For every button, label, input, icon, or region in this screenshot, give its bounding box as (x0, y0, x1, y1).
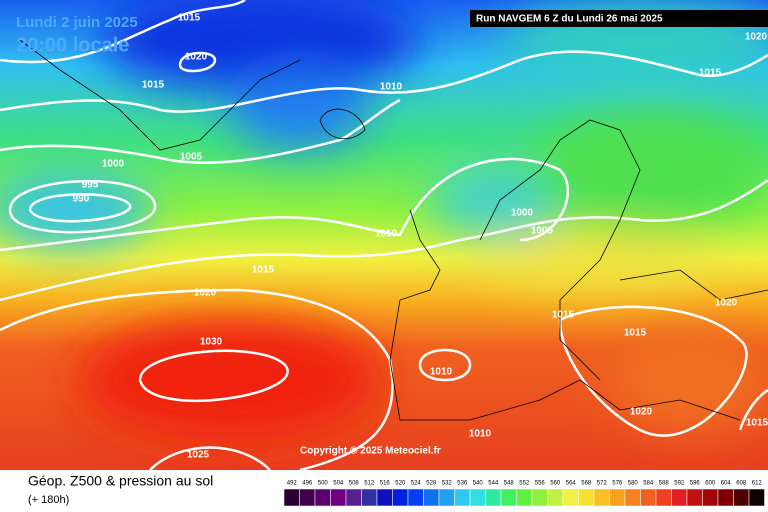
scale-swatch (516, 488, 533, 507)
scale-swatch (345, 488, 362, 507)
isobar-label: 990 (73, 194, 90, 205)
isobar-label: 1015 (252, 265, 275, 276)
scale-swatch (500, 488, 517, 507)
isobar-label: 1010 (380, 82, 403, 93)
scale-swatch (392, 488, 409, 507)
copyright: Copyright © 2025 Meteociel.fr (300, 446, 441, 457)
scale-label: 572 (597, 481, 608, 487)
coastlines (19, 39, 768, 421)
scale-label: 508 (349, 481, 360, 487)
valid-time: 20:00 locale (16, 34, 129, 56)
scale-label: 576 (612, 481, 623, 487)
scale-label: 612 (752, 481, 763, 487)
isobar-label: 1015 (142, 80, 165, 91)
isobar-label: 1020 (194, 288, 217, 299)
scale-swatch (531, 488, 548, 507)
scale-swatch (330, 488, 347, 507)
scale-swatch (299, 488, 316, 507)
isobar-label: 1020 (630, 407, 653, 418)
scale-label: 596 (690, 481, 701, 487)
scale-label: 604 (721, 481, 732, 487)
scale-label: 552 (519, 481, 530, 487)
scale-swatch (376, 488, 393, 507)
isobar-label: 1000 (102, 159, 125, 170)
scale-swatch (578, 488, 595, 507)
scale-swatch (438, 488, 455, 507)
scale-label: 492 (287, 481, 298, 487)
valid-date: Lundi 2 juin 2025 (16, 14, 138, 31)
color-scale: 492 496 500 504 508 512 516 520 524 528 532 536 540 5… (283, 481, 765, 507)
scale-swatch (609, 488, 626, 507)
isobar-label: 1015 (699, 68, 722, 79)
run-banner (470, 10, 768, 27)
isobar-label: 1015 (178, 13, 201, 24)
scale-label: 536 (457, 481, 468, 487)
scale-label: 600 (705, 481, 716, 487)
scale-label: 560 (550, 481, 561, 487)
isobars (0, 0, 768, 470)
isobar-label: 1030 (200, 337, 223, 348)
isobar-label: 1015 (746, 418, 768, 429)
scale-label: 540 (473, 481, 484, 487)
scale-label: 532 (442, 481, 453, 487)
scale-label: 528 (426, 481, 437, 487)
isobar-label: 1025 (187, 450, 210, 461)
scale-swatch (423, 488, 440, 507)
scale-label: 496 (302, 481, 313, 487)
isobar-label: 1020 (745, 32, 768, 43)
scale-label: 608 (736, 481, 747, 487)
scale-swatch (640, 488, 657, 507)
scale-swatch (407, 488, 424, 507)
isobar-label: 1005 (531, 226, 554, 237)
scale-swatch (454, 488, 471, 507)
scale-label: 568 (581, 481, 592, 487)
scale-swatch (686, 488, 703, 507)
isobar-label: 995 (82, 180, 99, 191)
isobar-label: 1015 (624, 328, 647, 339)
scale-swatch (717, 488, 734, 507)
isobar-label: 1010 (375, 229, 398, 240)
scale-swatch (748, 488, 765, 507)
scale-swatch (733, 488, 750, 507)
legend-lead: (+ 180h) (28, 494, 69, 506)
scale-label: 556 (535, 481, 546, 487)
scale-swatch (702, 488, 719, 507)
scale-swatch (547, 488, 564, 507)
scale-swatch (655, 488, 672, 507)
scale-swatch (283, 488, 300, 507)
isobar-label: 1000 (511, 208, 534, 219)
scale-label: 504 (333, 481, 344, 487)
legend-title: Géop. Z500 & pression au sol (28, 473, 213, 489)
scale-label: 544 (488, 481, 499, 487)
run-info: Run NAVGEM 6 Z du Lundi 26 mai 2025 (476, 14, 663, 25)
scale-swatch (361, 488, 378, 507)
scale-label: 516 (380, 481, 391, 487)
scale-swatch (469, 488, 486, 507)
scale-label: 588 (659, 481, 670, 487)
isobar-label: 1005 (180, 152, 203, 163)
scale-swatch (671, 488, 688, 507)
scale-swatch (562, 488, 579, 507)
scale-label: 592 (674, 481, 685, 487)
scale-label: 524 (411, 481, 422, 487)
scale-label: 584 (643, 481, 654, 487)
scale-label: 548 (504, 481, 515, 487)
field (0, 0, 768, 470)
scale-label: 520 (395, 481, 406, 487)
isobar-label: 1015 (552, 310, 575, 321)
scale-label: 580 (628, 481, 639, 487)
isobar-label: 1020 (715, 298, 738, 309)
scale-swatch (593, 488, 610, 507)
scale-label: 564 (566, 481, 577, 487)
scale-swatch (624, 488, 641, 507)
scale-label: 500 (318, 481, 329, 487)
scale-swatch (314, 488, 331, 507)
isobar-label: 1010 (430, 367, 453, 378)
scale-swatch (485, 488, 502, 507)
isobar-label: 1020 (185, 52, 208, 63)
isobar-label: 1010 (469, 429, 492, 440)
scale-label: 512 (364, 481, 375, 487)
